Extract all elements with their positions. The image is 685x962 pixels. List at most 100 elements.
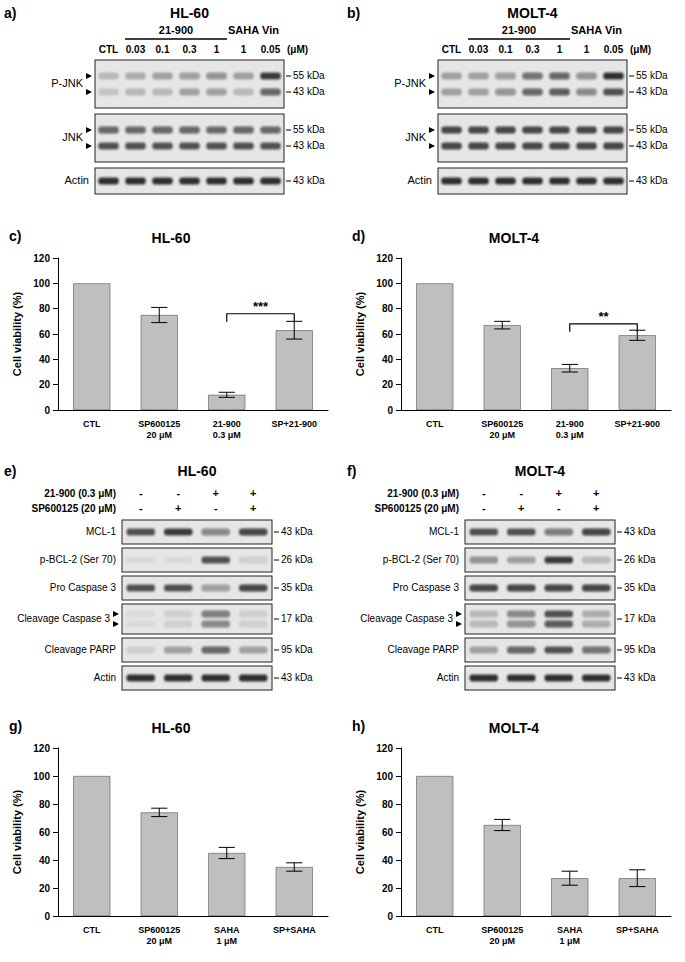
svg-text:f): f) [347,463,356,479]
svg-text:17 kDa: 17 kDa [281,613,313,624]
svg-text:SP+SAHA: SP+SAHA [616,925,659,935]
svg-text:80: 80 [382,303,394,314]
svg-text:SP+SAHA: SP+SAHA [273,925,316,935]
svg-text:CTL: CTL [442,44,461,55]
svg-text:0: 0 [387,911,393,922]
svg-text:P-JNK: P-JNK [51,77,83,89]
svg-text:+: + [213,487,219,499]
svg-text:c): c) [9,228,21,244]
svg-text:20 μM: 20 μM [489,936,515,946]
svg-text:Actin: Actin [65,174,89,186]
svg-text:Pro Caspase 3: Pro Caspase 3 [393,582,460,593]
svg-text:+: + [518,502,524,514]
svg-text:Actin: Actin [437,672,459,683]
svg-text:43 kDa: 43 kDa [624,672,656,683]
svg-text:HL-60: HL-60 [152,230,191,246]
svg-text:80: 80 [39,303,51,314]
svg-text:CTL: CTL [99,44,118,55]
svg-text:120: 120 [376,253,393,264]
svg-text:0: 0 [387,405,393,416]
svg-text:Cell viability (%): Cell viability (%) [354,291,366,376]
svg-text:MOLT-4: MOLT-4 [489,720,540,736]
svg-text:20 μM: 20 μM [489,430,515,440]
svg-text:20 μM: 20 μM [146,936,172,946]
svg-text:100: 100 [376,278,393,289]
svg-text:0.1: 0.1 [156,44,170,55]
svg-text:17 kDa: 17 kDa [624,613,656,624]
svg-text:0.3 μM: 0.3 μM [556,430,584,440]
svg-text:Cell viability (%): Cell viability (%) [354,789,366,874]
svg-text:MOLT-4: MOLT-4 [489,230,540,246]
svg-text:SAHA: SAHA [557,925,583,935]
svg-text:SP+21-900: SP+21-900 [272,419,317,429]
svg-text:-: - [482,502,486,514]
svg-text:-: - [176,487,180,499]
svg-text:1: 1 [557,44,563,55]
svg-text:20: 20 [382,379,394,390]
svg-text:+: + [593,502,599,514]
svg-text:1 μM: 1 μM [216,936,237,946]
svg-text:HL-60: HL-60 [152,720,191,736]
svg-text:MOLT-4: MOLT-4 [515,463,566,479]
svg-text:120: 120 [33,743,50,754]
svg-text:120: 120 [376,743,393,754]
svg-text:35 kDa: 35 kDa [281,582,313,593]
svg-text:+: + [175,502,181,514]
svg-text:***: *** [253,299,269,314]
svg-text:-: - [139,502,143,514]
svg-text:Cleavage Caspase 3: Cleavage Caspase 3 [360,613,453,624]
svg-text:MOLT-4: MOLT-4 [507,5,558,21]
svg-text:SP600125: SP600125 [138,925,180,935]
svg-text:d): d) [352,228,365,244]
svg-text:Cell viability (%): Cell viability (%) [11,291,23,376]
svg-text:20: 20 [39,883,51,894]
svg-text:CTL: CTL [83,925,101,935]
svg-text:-: - [214,502,218,514]
svg-text:40: 40 [382,855,394,866]
svg-text:26 kDa: 26 kDa [281,554,313,565]
svg-text:35 kDa: 35 kDa [624,582,656,593]
svg-text:+: + [250,502,256,514]
svg-text:Cell viability (%): Cell viability (%) [11,789,23,874]
svg-text:a): a) [4,5,16,21]
svg-text:40: 40 [382,354,394,365]
svg-text:0.03: 0.03 [469,44,489,55]
svg-text:(μM): (μM) [630,44,651,55]
svg-text:20: 20 [382,883,394,894]
svg-text:g): g) [9,718,22,734]
svg-text:**: ** [598,309,609,324]
svg-text:21-900 (0.3 μM): 21-900 (0.3 μM) [387,488,459,499]
svg-text:0.03: 0.03 [126,44,146,55]
svg-text:JNK: JNK [62,131,83,143]
svg-text:SP600125: SP600125 [138,419,180,429]
svg-text:+: + [593,487,599,499]
svg-text:43 kDa: 43 kDa [281,672,313,683]
svg-text:p-BCL-2 (Ser 70): p-BCL-2 (Ser 70) [383,554,459,565]
svg-text:Vin: Vin [605,24,622,36]
svg-text:CTL: CTL [426,925,444,935]
svg-text:(μM): (μM) [287,44,308,55]
svg-text:Actin: Actin [94,672,116,683]
svg-text:-: - [557,502,561,514]
svg-text:-: - [139,487,143,499]
svg-text:40: 40 [39,354,51,365]
svg-text:21-900: 21-900 [159,24,193,36]
svg-text:e): e) [4,463,16,479]
svg-text:20 μM: 20 μM [146,430,172,440]
svg-text:100: 100 [376,771,393,782]
svg-text:40: 40 [39,855,51,866]
svg-text:1: 1 [584,44,590,55]
svg-text:JNK: JNK [405,131,426,143]
svg-text:43 kDa: 43 kDa [636,140,668,151]
svg-text:0: 0 [44,405,50,416]
svg-text:55 kDa: 55 kDa [636,70,668,81]
svg-text:0.3: 0.3 [526,44,540,55]
svg-text:HL-60: HL-60 [170,5,209,21]
svg-text:MCL-1: MCL-1 [86,526,116,537]
svg-text:21-900: 21-900 [213,419,241,429]
svg-text:Pro Caspase 3: Pro Caspase 3 [50,582,117,593]
svg-text:1 μM: 1 μM [559,936,580,946]
svg-text:Cleavage Caspase 3: Cleavage Caspase 3 [17,613,110,624]
svg-text:SP600125 (20 μM): SP600125 (20 μM) [375,503,460,514]
svg-text:1: 1 [214,44,220,55]
